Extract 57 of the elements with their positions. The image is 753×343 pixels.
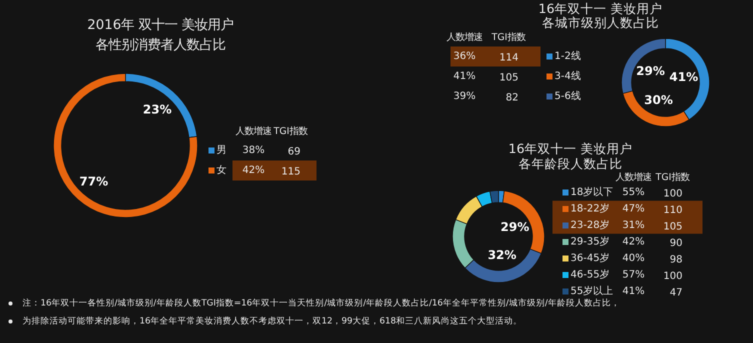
data-label: 23%	[142, 102, 172, 116]
text: 47%	[622, 204, 645, 214]
text: 42%	[242, 165, 265, 176]
legend-label: 5-6线	[554, 90, 581, 102]
legend-label: 1-2线	[554, 50, 581, 62]
text: 注：16年双十一各性别/城市级别/年龄段人数TGI指数=16年双十一当天性别/城市级别/年龄段人数占比/16年全年平常性别/城市级别/年龄段人数占比，	[22, 298, 620, 308]
text: 57%	[622, 270, 645, 280]
legend-label: 18-22岁	[570, 202, 610, 214]
chart-title: 16年双十一 美妆用户	[538, 1, 663, 16]
text: 100	[663, 271, 683, 282]
text: 105	[499, 72, 519, 84]
text: 40%	[622, 253, 645, 264]
legend-label: 46-55岁	[570, 268, 610, 280]
legend-label: 36-45岁	[570, 252, 610, 264]
chart-subtitle: 各年龄段人数占比	[518, 156, 622, 171]
legend-label: 55岁以上	[570, 285, 614, 297]
text: 41%	[453, 71, 476, 82]
text: 42%	[622, 236, 645, 248]
data-label: 32%	[488, 248, 516, 262]
chart-title: 2016年 双十一 美妆用户	[87, 17, 234, 33]
data-label: 29%	[500, 220, 530, 234]
text: 39%	[453, 91, 476, 102]
text: 41%	[622, 286, 645, 297]
text: 90	[670, 238, 683, 249]
data-label: 29%	[636, 64, 665, 78]
text: 114	[499, 52, 519, 64]
text: 110	[663, 205, 683, 216]
text: TGI指数	[272, 126, 308, 137]
text: 115	[281, 166, 301, 178]
text: 为排除活动可能带来的影响，16年全年平常美妆消费人数不考虑双十一，双12，99大促，618和三八新风尚这五个大型活动。	[22, 316, 522, 326]
text: 82	[506, 92, 519, 104]
text: 38%	[242, 145, 265, 156]
chart-title: 16年双十一 美妆用户	[508, 141, 633, 156]
text: 55%	[622, 187, 645, 198]
legend-label: 29-35岁	[570, 236, 610, 248]
text: 98	[670, 254, 683, 266]
text: 人数增速	[446, 32, 482, 43]
text: 105	[663, 222, 683, 232]
data-label: 77%	[79, 174, 108, 189]
text: 人数增速	[616, 172, 652, 183]
text: 100	[663, 188, 683, 200]
chart-subtitle: 各性别消费者人数占比	[96, 38, 226, 53]
chart-subtitle: 各城市级别人数占比	[542, 15, 659, 30]
text: TGI指数	[654, 172, 690, 183]
text: 36%	[453, 51, 476, 62]
legend-label: 18岁以下	[570, 186, 614, 198]
text: TGI指数	[490, 32, 526, 43]
legend-label: 23-28岁	[570, 219, 610, 231]
text: 31%	[622, 220, 645, 231]
legend-label: 男	[216, 145, 226, 156]
text: 47	[670, 288, 683, 298]
text: 人数增速	[236, 126, 272, 137]
text: 69	[288, 146, 301, 158]
data-label: 30%	[644, 93, 673, 108]
legend-label: 女	[216, 164, 226, 176]
legend-label: 3-4线	[554, 70, 581, 82]
data-label: 41%	[669, 70, 698, 84]
